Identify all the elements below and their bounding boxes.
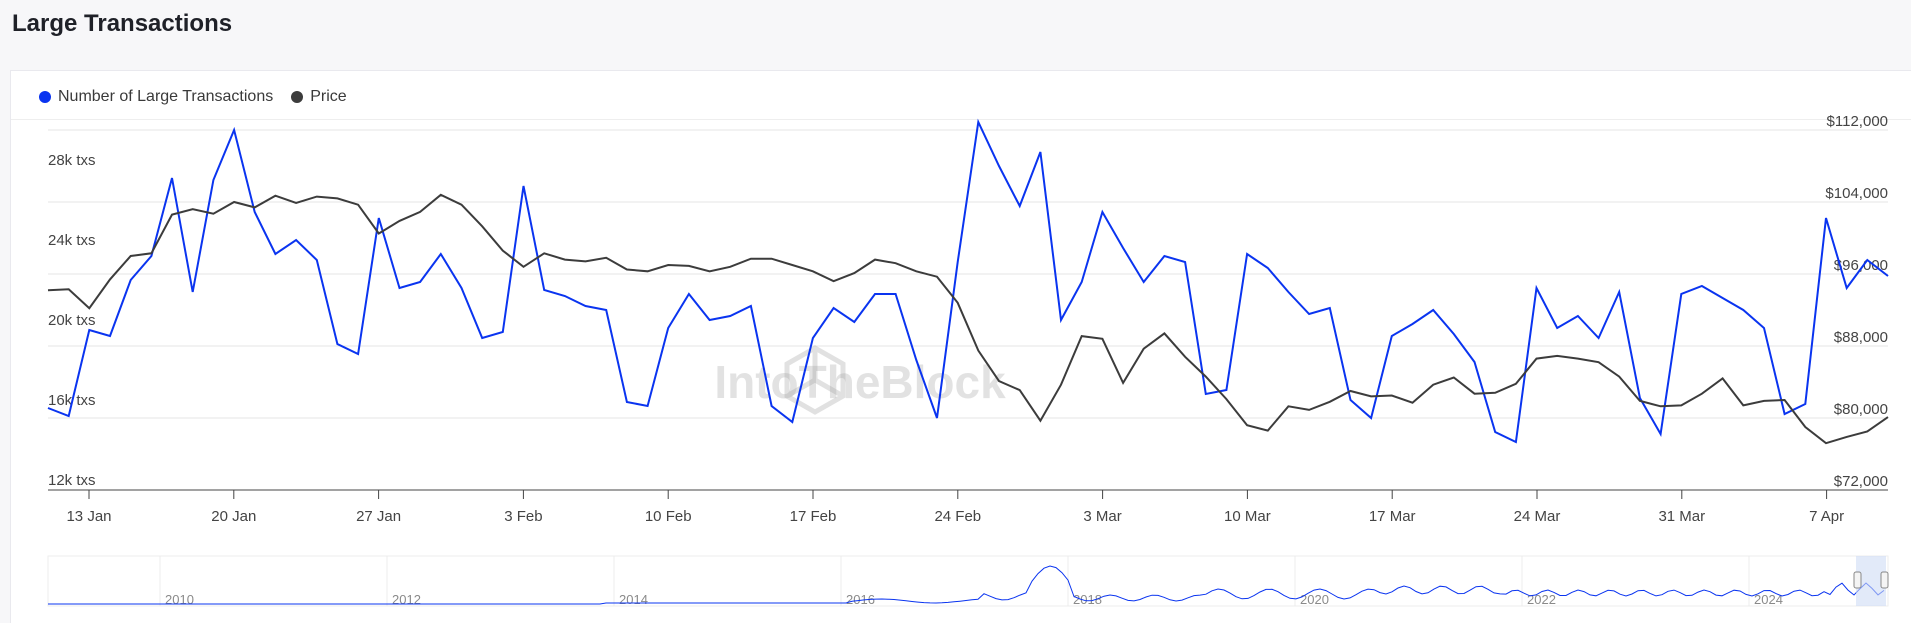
y-right-tick-label: $72,000 [1834,473,1888,490]
x-tick-label: 17 Mar [1369,508,1416,525]
navigator-handle-right[interactable] [1880,571,1889,589]
x-tick-label: 7 Apr [1809,508,1844,525]
navigator-series-line [48,565,1885,605]
watermark: IntoTheBlock [714,356,1006,408]
chart-legend: Number of Large Transactions Price [39,85,365,109]
legend-item-price[interactable]: Price [291,88,347,106]
navigator-year-label: 2010 [165,592,194,607]
x-tick-label: 3 Mar [1083,508,1121,525]
navigator-year-label: 2016 [846,592,875,607]
x-tick-label: 20 Jan [211,508,256,525]
x-tick-label: 10 Mar [1224,508,1271,525]
navigator-year-label: 2014 [619,592,648,607]
x-tick-label: 3 Feb [504,508,542,525]
navigator-year-label: 2022 [1527,592,1556,607]
series-line-large-transactions [47,118,1889,444]
y-left-tick-label: 20k txs [48,312,96,329]
x-tick-label: 13 Jan [66,508,111,525]
legend-marker-icon [291,91,304,103]
series-line-price [47,193,1889,445]
y-left-tick-label: 24k txs [48,232,96,249]
legend-label: Number of Large Transactions [58,88,274,105]
y-left-tick-label: 28k txs [48,152,96,169]
y-left-tick-label: 12k txs [48,472,96,489]
y-right-tick-label: $112,000 [1827,113,1888,130]
legend-item-large-transactions[interactable]: Number of Large Transactions [39,88,273,106]
navigator-year-label: 2018 [1073,592,1102,607]
page-header: Large Transactions [0,0,1911,70]
y-right-tick-label: $104,000 [1825,185,1888,202]
navigator-year-label: 2012 [392,592,421,607]
legend-divider [11,119,1911,120]
navigator-year-label: 2020 [1300,592,1329,607]
legend-label: Price [310,88,347,105]
legend-marker-icon [39,91,51,103]
x-tick-label: 24 Mar [1514,508,1561,525]
page-title: Large Transactions [12,10,233,37]
navigator-handle-left[interactable] [1853,571,1862,589]
y-right-tick-label: $96,000 [1834,257,1888,274]
y-right-tick-label: $80,000 [1834,401,1888,418]
x-tick-label: 10 Feb [645,508,692,525]
x-tick-label: 31 Mar [1658,508,1705,525]
x-tick-label: 24 Feb [934,508,981,525]
navigator-year-label: 2024 [1754,592,1783,607]
navigator-panel[interactable] [47,555,1889,607]
y-right-tick-label: $88,000 [1834,329,1888,346]
x-tick-label: 17 Feb [790,508,837,525]
x-tick-label: 27 Jan [356,508,401,525]
